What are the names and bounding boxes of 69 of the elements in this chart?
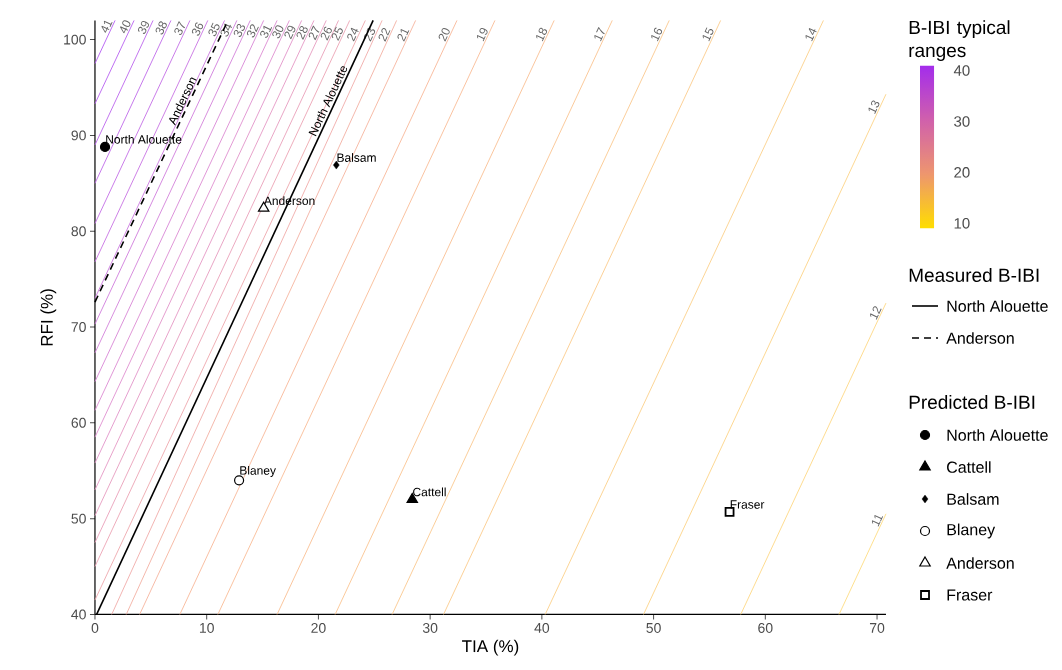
text: 18 [536, 27, 548, 42]
x-tick-label: 30 [422, 622, 438, 633]
text: 12 [870, 306, 882, 320]
text: 41 [101, 20, 113, 33]
text: 11 [871, 514, 884, 527]
x-tick-label: 70 [869, 622, 885, 633]
y-tick-label: 70 [71, 322, 86, 332]
text: 29 [284, 25, 296, 40]
x-axis-title: TIA (%) [462, 639, 519, 656]
text: North Alouette [106, 134, 182, 144]
text: Blaney [240, 465, 276, 478]
x-tick-label: 50 [646, 622, 661, 633]
text: 30 [272, 25, 284, 39]
y-tick-label: 100 [64, 34, 86, 45]
text: 38 [155, 21, 167, 35]
legend-label: North Alouette [947, 300, 1048, 312]
legend-label: Anderson [946, 332, 1014, 344]
text: 16 [651, 27, 663, 42]
legend-label: Fraser [947, 589, 993, 601]
y-tick-label: 40 [71, 609, 86, 620]
text: Predicted B-IBI [909, 395, 1035, 409]
text: Fraser [730, 500, 765, 509]
text: 19 [476, 28, 488, 42]
legend-label: Blaney [947, 523, 996, 539]
y-tick-label: 80 [71, 226, 86, 237]
text: 25 [331, 26, 343, 41]
text: 31 [260, 25, 273, 38]
text: 20 [438, 27, 450, 42]
text: 36 [191, 22, 204, 36]
text: 17 [594, 27, 605, 42]
x-tick-label: 60 [758, 622, 773, 633]
text: 13 [868, 100, 880, 114]
text: 28 [296, 25, 308, 40]
text: 15 [702, 27, 714, 42]
text: 40 [120, 20, 131, 34]
legend-label: Anderson [946, 557, 1014, 569]
text: 32 [246, 24, 259, 38]
point [233, 475, 245, 486]
text: Balsam [337, 153, 376, 162]
point [724, 507, 735, 517]
text: 14 [805, 27, 817, 42]
legend-label: Cattell [947, 461, 991, 473]
y-tick-label: 90 [71, 130, 86, 141]
text: 24 [347, 27, 359, 42]
text: 35 [208, 22, 220, 37]
color-bar-label: 10 [954, 218, 970, 229]
text: 37 [174, 21, 186, 36]
color-bar-label: 30 [954, 116, 970, 127]
y-tick-label: 60 [71, 417, 86, 428]
y-axis-title: RFI (%) [40, 289, 57, 346]
text: Measured B-IBI [909, 268, 1039, 282]
color-bar-label: 40 [953, 65, 970, 76]
text: 26 [320, 26, 332, 41]
text: Cattell [413, 487, 446, 497]
color-bar-label: 20 [954, 167, 970, 178]
text: 22 [378, 27, 391, 42]
legend-label: North Alouette [947, 429, 1048, 441]
x-tick-label: 40 [534, 622, 550, 633]
text: 33 [233, 23, 245, 37]
text: 39 [137, 20, 150, 34]
y-tick-label: 50 [71, 513, 86, 524]
x-tick-label: 0 [91, 622, 99, 633]
point [333, 160, 340, 170]
color-bar-title: B-IBI typical ranges [909, 20, 1010, 61]
text: 27 [308, 25, 320, 41]
text: 21 [397, 28, 410, 42]
x-tick-label: 20 [311, 622, 326, 633]
x-tick-label: 10 [199, 622, 214, 633]
legend-label: Balsam [947, 493, 999, 505]
